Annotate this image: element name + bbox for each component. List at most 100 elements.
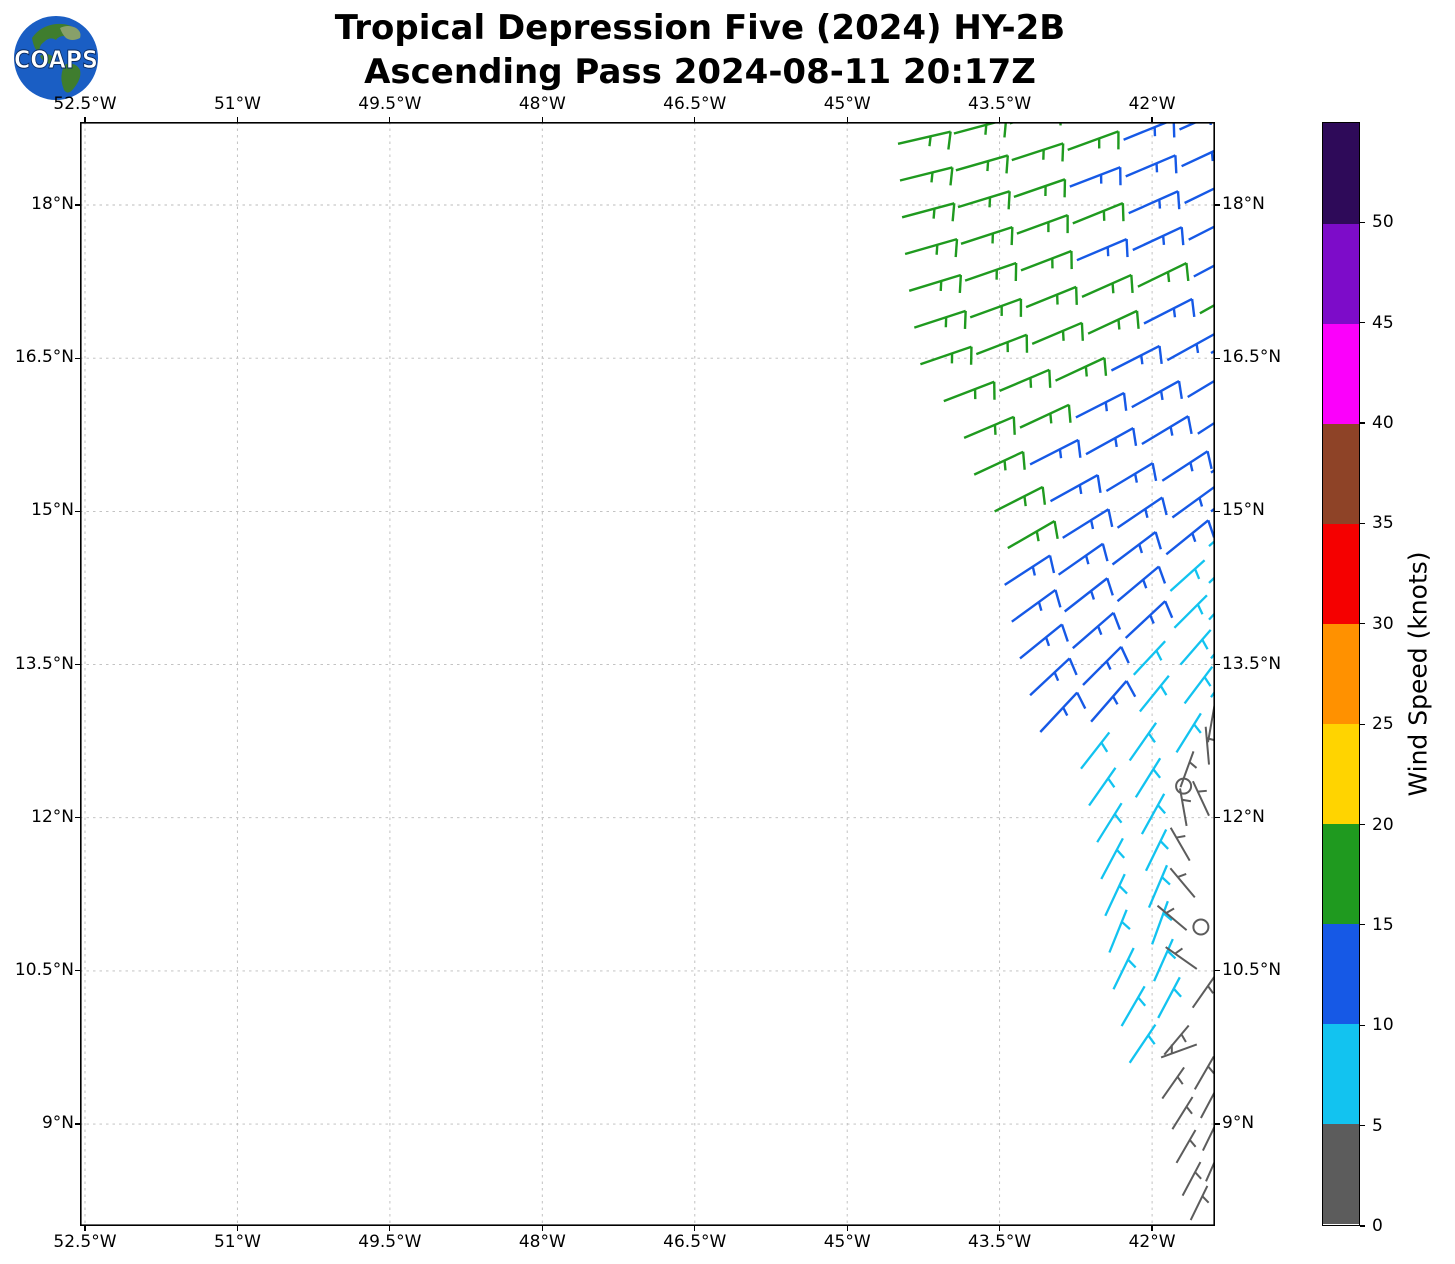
y-tick-label-left: 10.5°N <box>14 959 74 980</box>
x-tick-mark <box>694 117 696 122</box>
wind-barb <box>1076 237 1129 262</box>
y-tick-mark <box>75 817 80 819</box>
wind-barb <box>1013 178 1067 199</box>
y-tick-mark <box>75 663 80 666</box>
y-tick-label-left: 9°N <box>41 1113 74 1134</box>
y-tick-mark <box>1215 510 1220 512</box>
wind-barb <box>1125 154 1178 178</box>
colorbar-tick-mark <box>1360 623 1365 625</box>
wind-barb <box>1141 415 1193 446</box>
wind-barb <box>1011 142 1065 162</box>
wind-barb <box>1181 1161 1202 1197</box>
wind-barb <box>1100 837 1126 880</box>
globe-icon: COAPS <box>14 16 98 100</box>
wind-barb <box>1090 680 1137 723</box>
colorbar-tick-label: 50 <box>1372 212 1394 233</box>
colorbar-tick-label: 15 <box>1372 914 1394 935</box>
y-tick-mark <box>75 510 80 512</box>
x-tick-mark <box>541 117 543 122</box>
wind-barb <box>960 225 1014 246</box>
wind-barb <box>1171 1096 1194 1130</box>
y-tick-mark <box>1215 970 1220 972</box>
wind-barb <box>1031 321 1085 346</box>
colorbar-segment <box>1323 623 1359 724</box>
colorbar-tick-mark <box>1360 1225 1365 1227</box>
wind-barb <box>1197 403 1215 435</box>
x-tick-label-bottom: 51°W <box>213 1232 261 1252</box>
wind-barb <box>994 485 1047 513</box>
x-tick-label-bottom: 43.5°W <box>968 1232 1032 1252</box>
x-tick-label-bottom: 48°W <box>518 1232 566 1252</box>
wind-barb <box>1179 629 1212 666</box>
x-tick-label-bottom: 45°W <box>823 1232 871 1252</box>
wind-barb <box>1199 286 1215 315</box>
wind-barb <box>1179 788 1192 827</box>
wind-barb <box>1161 450 1213 482</box>
colorbar-segment <box>1323 323 1359 424</box>
wind-barb <box>963 415 1016 440</box>
wind-barb <box>1151 900 1173 945</box>
x-tick-mark <box>389 1226 391 1231</box>
wind-barb <box>1062 508 1114 539</box>
x-tick-mark <box>694 1226 696 1231</box>
wind-barb <box>1112 947 1137 990</box>
wind-barb <box>957 190 1011 210</box>
wind-barb <box>1016 214 1069 235</box>
wind-barb <box>1116 496 1168 529</box>
colorbar-segment <box>1323 423 1359 524</box>
y-tick-label-left: 16.5°N <box>14 347 74 368</box>
x-tick-label-top: 42°W <box>1128 94 1176 114</box>
wind-barb <box>904 237 959 258</box>
x-tick-label-bottom: 42°W <box>1128 1232 1176 1252</box>
map-plot <box>80 122 1215 1226</box>
plot-title: Tropical Depression Five (2024) HY-2B <box>334 8 1066 48</box>
y-tick-label-right: 16.5°N <box>1222 347 1282 368</box>
x-tick-label-bottom: 52.5°W <box>53 1232 117 1252</box>
wind-barb <box>1169 559 1206 592</box>
wind-barb <box>1105 462 1158 493</box>
y-tick-mark <box>1215 663 1220 666</box>
wind-barb <box>1025 285 1078 309</box>
wind-barb <box>1020 249 1073 272</box>
colorbar-tick-label: 30 <box>1372 613 1394 634</box>
wind-barb <box>913 309 967 329</box>
y-tick-label-left: 15°N <box>31 500 74 521</box>
colorbar-tick-label: 35 <box>1372 513 1394 534</box>
x-tick-mark <box>236 117 238 122</box>
wind-barb <box>1157 976 1182 1019</box>
x-tick-label-top: 48°W <box>518 94 566 114</box>
wind-barb <box>1169 827 1191 862</box>
y-tick-mark <box>75 1123 80 1125</box>
wind-barb <box>1134 757 1162 798</box>
wind-barb <box>1175 712 1202 754</box>
wind-barb <box>1029 438 1082 466</box>
wind-barb <box>908 273 963 294</box>
y-tick-label-right: 15°N <box>1222 500 1265 521</box>
colorbar-segment <box>1323 723 1359 824</box>
wind-barb <box>964 261 1018 282</box>
wind-barb <box>1004 554 1056 586</box>
wind-barb <box>1039 691 1087 733</box>
wind-barb <box>1009 122 1063 126</box>
wind-barb <box>1202 1116 1215 1152</box>
wind-barb <box>999 368 1052 393</box>
wind-barb <box>953 122 1008 138</box>
wind-barb <box>1163 1024 1190 1056</box>
wind-barb <box>1169 867 1196 899</box>
wind-barb <box>1057 542 1109 576</box>
colorbar-segment <box>1323 1023 1359 1125</box>
x-tick-mark <box>1151 1226 1153 1231</box>
wind-barb <box>1153 938 1177 982</box>
wind-barb <box>1192 780 1210 817</box>
wind-barb <box>1081 273 1134 298</box>
wind-barb <box>920 345 973 366</box>
wind-barb <box>1128 1024 1157 1064</box>
x-tick-label-bottom: 46.5°W <box>663 1232 727 1252</box>
wind-barb <box>1069 166 1122 188</box>
wind-barb <box>1029 657 1078 697</box>
wind-barb <box>1067 130 1120 152</box>
wind-barb <box>1173 594 1208 629</box>
wind-barb <box>1139 675 1170 713</box>
y-tick-label-right: 9°N <box>1222 1113 1255 1134</box>
wind-barb <box>1184 178 1215 205</box>
